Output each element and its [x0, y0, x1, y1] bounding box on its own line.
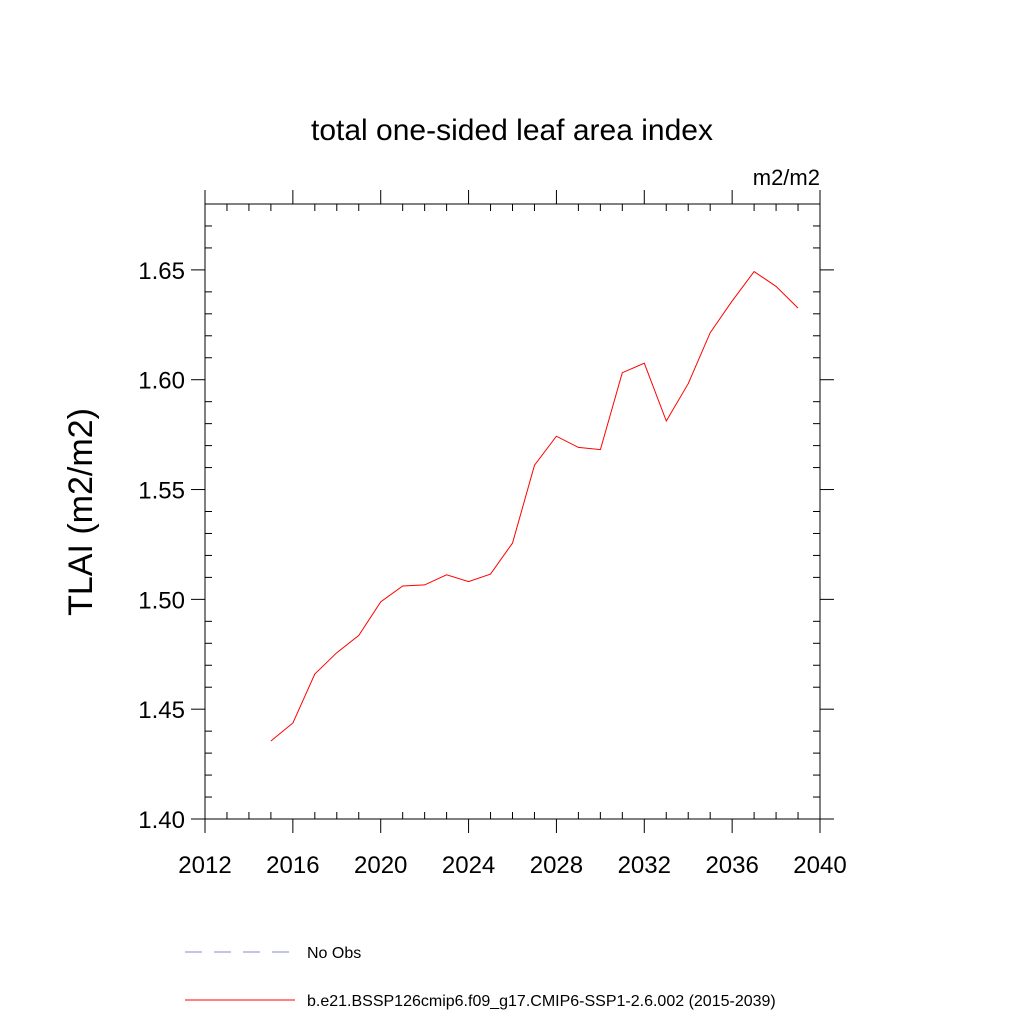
- y-tick-label: 1.50: [138, 587, 185, 614]
- y-tick-label: 1.65: [138, 258, 185, 285]
- legend: No Obs b.e21.BSSP126cmip6.f09_g17.CMIP6-S…: [185, 945, 776, 1010]
- series-line: [270, 270, 799, 742]
- y-tick-label: 1.40: [138, 807, 185, 834]
- axis-ticks: [191, 190, 834, 833]
- plot-frame: [204, 203, 821, 820]
- y-tick-label: 1.55: [138, 478, 185, 505]
- x-tick-label: 2012: [178, 852, 231, 879]
- series-layer: [270, 270, 799, 742]
- x-tick-label: 2028: [530, 852, 583, 879]
- y-tick-label: 1.60: [138, 368, 185, 395]
- y-axis-label: TLAI (m2/m2): [62, 408, 100, 616]
- legend-label: No Obs: [307, 945, 361, 962]
- chart-title: total one-sided leaf area index: [311, 114, 713, 147]
- axis-tick-labels: 2012 2016 2020 2024 2028 2032 2036 2040 1.40 1.45…: [138, 258, 846, 879]
- x-tick-label: 2036: [705, 852, 758, 879]
- x-tick-label: 2024: [442, 852, 495, 879]
- x-tick-label: 2016: [266, 852, 319, 879]
- legend-label: b.e21.BSSP126cmip6.f09_g17.CMIP6-SSP1-2.…: [307, 993, 776, 1010]
- x-tick-label: 2020: [354, 852, 407, 879]
- units-label: m2/m2: [753, 165, 820, 190]
- x-tick-label: 2040: [793, 852, 846, 879]
- x-tick-label: 2032: [618, 852, 671, 879]
- y-tick-label: 1.45: [138, 697, 185, 724]
